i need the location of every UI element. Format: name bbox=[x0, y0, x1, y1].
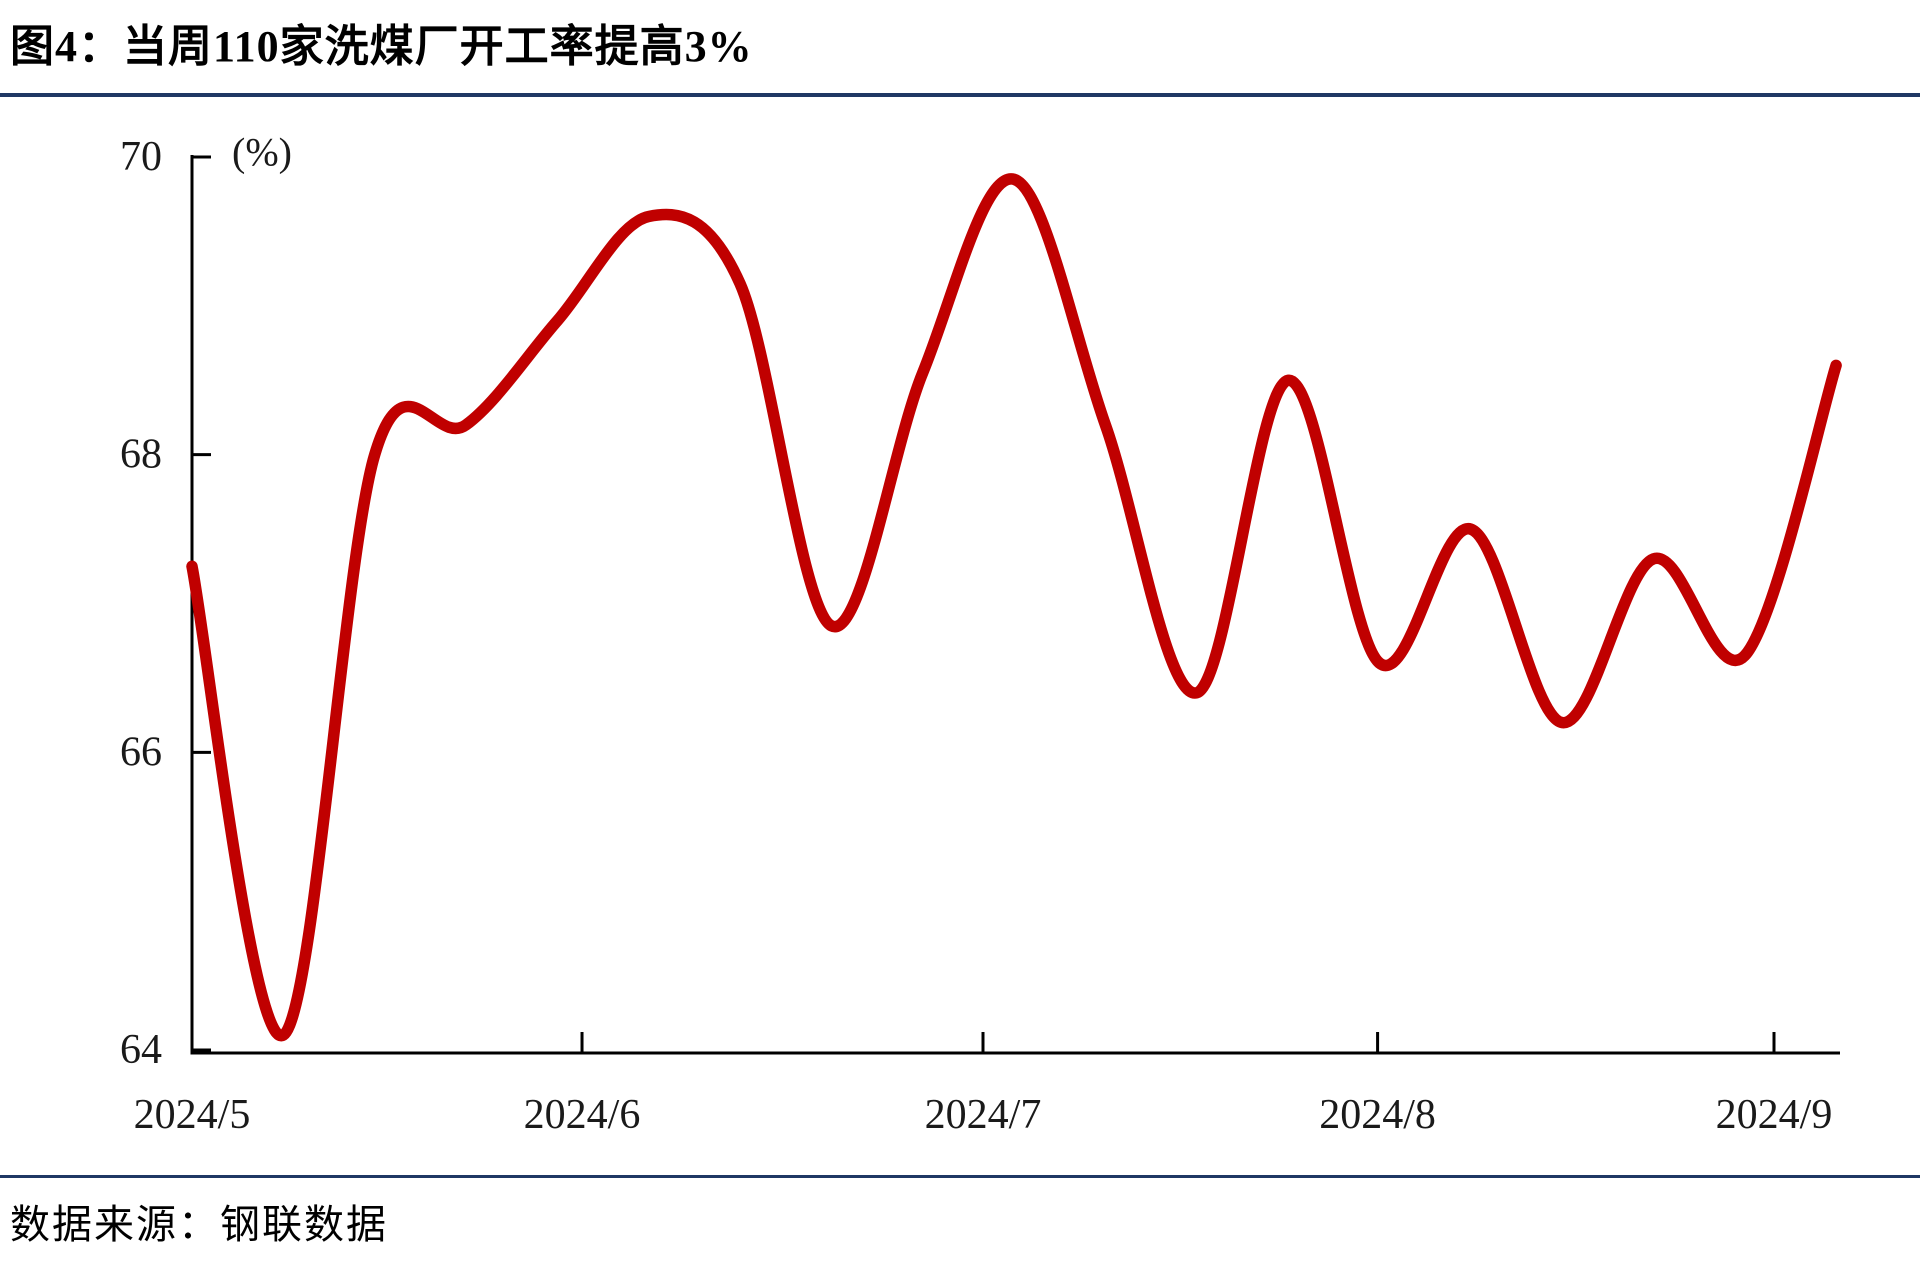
x-tick-label: 2024/6 bbox=[524, 1092, 641, 1138]
x-tick-label: 2024/8 bbox=[1319, 1092, 1436, 1138]
y-tick-label: 66 bbox=[120, 729, 162, 775]
y-tick-label: 64 bbox=[120, 1027, 162, 1073]
y-tick-label: 70 bbox=[120, 134, 162, 180]
figure-title: 图4：当周110家洗煤厂开工率提高3% bbox=[10, 22, 753, 71]
axis-lines bbox=[190, 155, 1840, 1055]
title-divider bbox=[0, 93, 1920, 97]
series-line-operating-rate bbox=[186, 173, 1842, 1041]
x-tick-label: 2024/7 bbox=[925, 1092, 1042, 1138]
y-tick-label: 68 bbox=[120, 432, 162, 478]
footer-divider bbox=[0, 1175, 1920, 1178]
data-source: 数据来源：钢联数据 bbox=[10, 1202, 388, 1247]
x-tick-label: 2024/9 bbox=[1716, 1092, 1833, 1138]
x-tick-label: 2024/5 bbox=[134, 1092, 251, 1138]
y-axis-unit-label: (%) bbox=[232, 130, 292, 175]
